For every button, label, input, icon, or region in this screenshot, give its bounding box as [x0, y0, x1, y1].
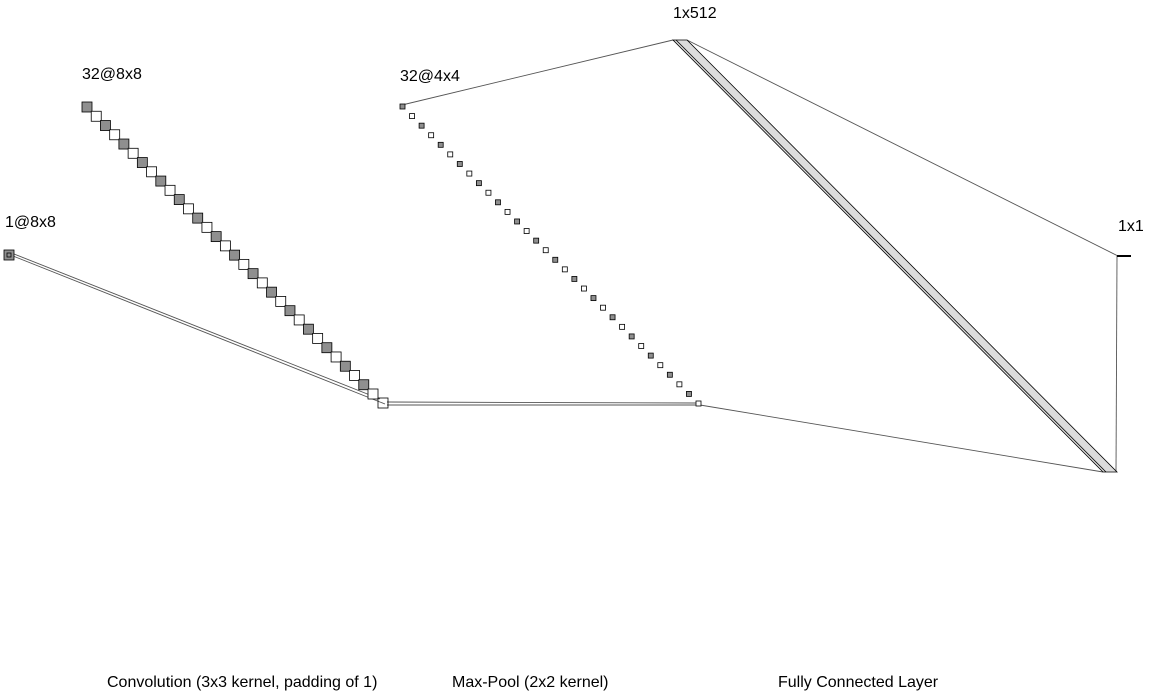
pool-feature-map [418, 122, 425, 129]
conv-feature-map [303, 323, 314, 335]
pool-feature-map [456, 161, 463, 167]
pool-feature-map [657, 362, 664, 369]
pool-feature-map [676, 381, 683, 388]
pool-feature-map [581, 285, 587, 292]
pool-feature-map [619, 323, 626, 330]
layer-label-output: 1x1 [1118, 218, 1144, 235]
conv-feature-map [127, 147, 139, 159]
dense-layer-bar [672, 39, 1118, 473]
conv-feature-map [192, 212, 204, 224]
conv-feature-map [293, 314, 305, 326]
conv-kernel-square [377, 397, 389, 409]
conv-feature-map [173, 194, 185, 205]
pool-feature-map [409, 113, 415, 119]
conv-feature-map [330, 351, 342, 363]
conv-feature-map [81, 101, 93, 113]
conv-feature-map [266, 286, 277, 298]
pool-feature-map [466, 170, 473, 177]
connector-line [699, 404, 1104, 473]
connector-line [12, 255, 386, 405]
connector-line [401, 39, 674, 106]
connector-line [386, 401, 698, 404]
pool-feature-map [638, 343, 645, 349]
conv-feature-map [155, 175, 167, 187]
connector-lines [8, 39, 1119, 473]
conv-feature-map [367, 388, 379, 400]
pool-feature-map [533, 237, 540, 244]
pool-feature-map [504, 208, 511, 215]
pool-feature-map [542, 247, 549, 254]
input-kernel-square [6, 252, 12, 258]
connector-line [1115, 255, 1118, 473]
layer-label-conv: 32@8x8 [82, 66, 142, 83]
conv-feature-map [312, 333, 324, 344]
connector-line [8, 251, 381, 400]
conv-feature-map [201, 221, 213, 233]
conv-feature-map [100, 120, 111, 131]
caption-maxpool: Max-Pool (2x2 kernel) [452, 674, 609, 691]
conv-feature-map [339, 360, 351, 372]
connector-line [686, 39, 1119, 257]
pool-feature-maps [399, 103, 702, 407]
pool-feature-map [571, 276, 578, 282]
conv-feature-map [321, 342, 333, 354]
conv-feature-map [219, 240, 231, 252]
conv-feature-map [146, 166, 157, 178]
conv-feature-map [275, 296, 287, 307]
pool-feature-map [552, 256, 559, 263]
pool-feature-map [399, 103, 406, 110]
conv-feature-map [247, 268, 259, 280]
pool-feature-map [600, 304, 606, 311]
caption-convolution: Convolution (3x3 kernel, padding of 1) [107, 674, 378, 691]
dense-layer-edge [675, 39, 1107, 473]
pool-feature-map [686, 391, 692, 397]
conv-feature-map [136, 157, 148, 168]
conv-feature-map [256, 277, 268, 289]
layer-label-pool: 32@4x4 [400, 68, 460, 85]
pool-feature-map [495, 199, 501, 206]
pool-feature-map [628, 333, 635, 340]
conv-feature-map [90, 110, 102, 122]
pool-feature-map [475, 180, 482, 187]
layer-label-dense: 1x512 [673, 5, 717, 22]
conv-feature-map [229, 249, 241, 261]
pool-feature-map [647, 352, 654, 359]
conv-feature-map [109, 129, 121, 141]
conv-feature-map [349, 370, 360, 381]
input-map-square [3, 249, 15, 261]
conv-feature-maps [81, 101, 379, 400]
conv-feature-map [118, 138, 130, 150]
pool-feature-map [590, 295, 597, 302]
pool-feature-map [514, 218, 520, 225]
pool-feature-map [561, 266, 568, 273]
input-feature-map [3, 249, 15, 261]
conv-feature-map [183, 203, 194, 215]
pool-feature-map [437, 141, 444, 148]
pool-feature-map [485, 189, 492, 196]
pool-feature-map [666, 371, 673, 378]
conv-feature-map [358, 379, 370, 391]
pool-feature-map [447, 151, 454, 158]
layer-label-input: 1@8x8 [5, 214, 56, 231]
conv-feature-map [238, 258, 250, 270]
pool-feature-map [523, 228, 530, 234]
pool-feature-map [695, 400, 702, 407]
caption-fully-connected: Fully Connected Layer [778, 674, 939, 691]
pool-feature-map [609, 314, 616, 321]
pool-feature-map [428, 132, 435, 139]
conv-feature-map [164, 184, 176, 196]
conv-feature-map [284, 305, 296, 317]
conv-feature-map [210, 231, 222, 243]
